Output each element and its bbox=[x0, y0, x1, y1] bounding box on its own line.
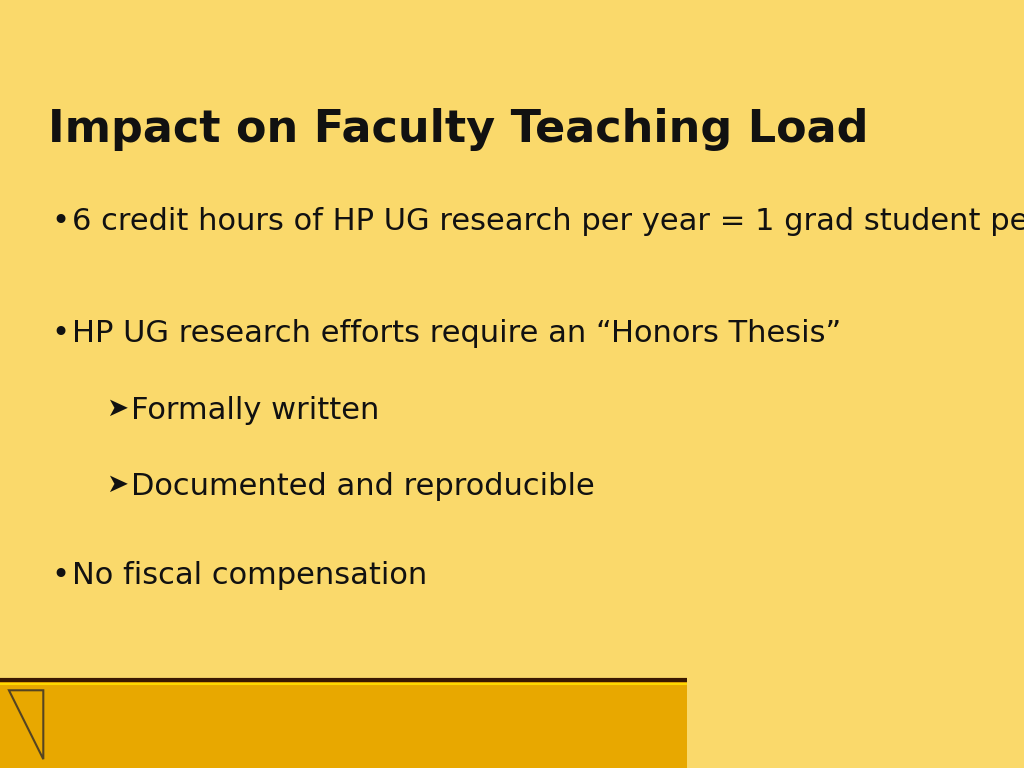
Text: HP UG research efforts require an “Honors Thesis”: HP UG research efforts require an “Honor… bbox=[72, 319, 842, 348]
Text: Formally written: Formally written bbox=[131, 396, 379, 425]
Text: 27: 27 bbox=[640, 731, 664, 749]
Text: •: • bbox=[51, 319, 70, 348]
Text: ➤: ➤ bbox=[106, 472, 129, 498]
Text: Documented and reproducible: Documented and reproducible bbox=[131, 472, 594, 502]
Text: •: • bbox=[51, 561, 70, 590]
FancyBboxPatch shape bbox=[0, 680, 687, 768]
Text: 6 credit hours of HP UG research per year = 1 grad student per year: 6 credit hours of HP UG research per yea… bbox=[72, 207, 1024, 237]
Text: Impact on Faculty Teaching Load: Impact on Faculty Teaching Load bbox=[48, 108, 868, 151]
Text: No fiscal compensation: No fiscal compensation bbox=[72, 561, 427, 590]
Text: •: • bbox=[51, 207, 70, 237]
Text: ➤: ➤ bbox=[106, 396, 129, 422]
